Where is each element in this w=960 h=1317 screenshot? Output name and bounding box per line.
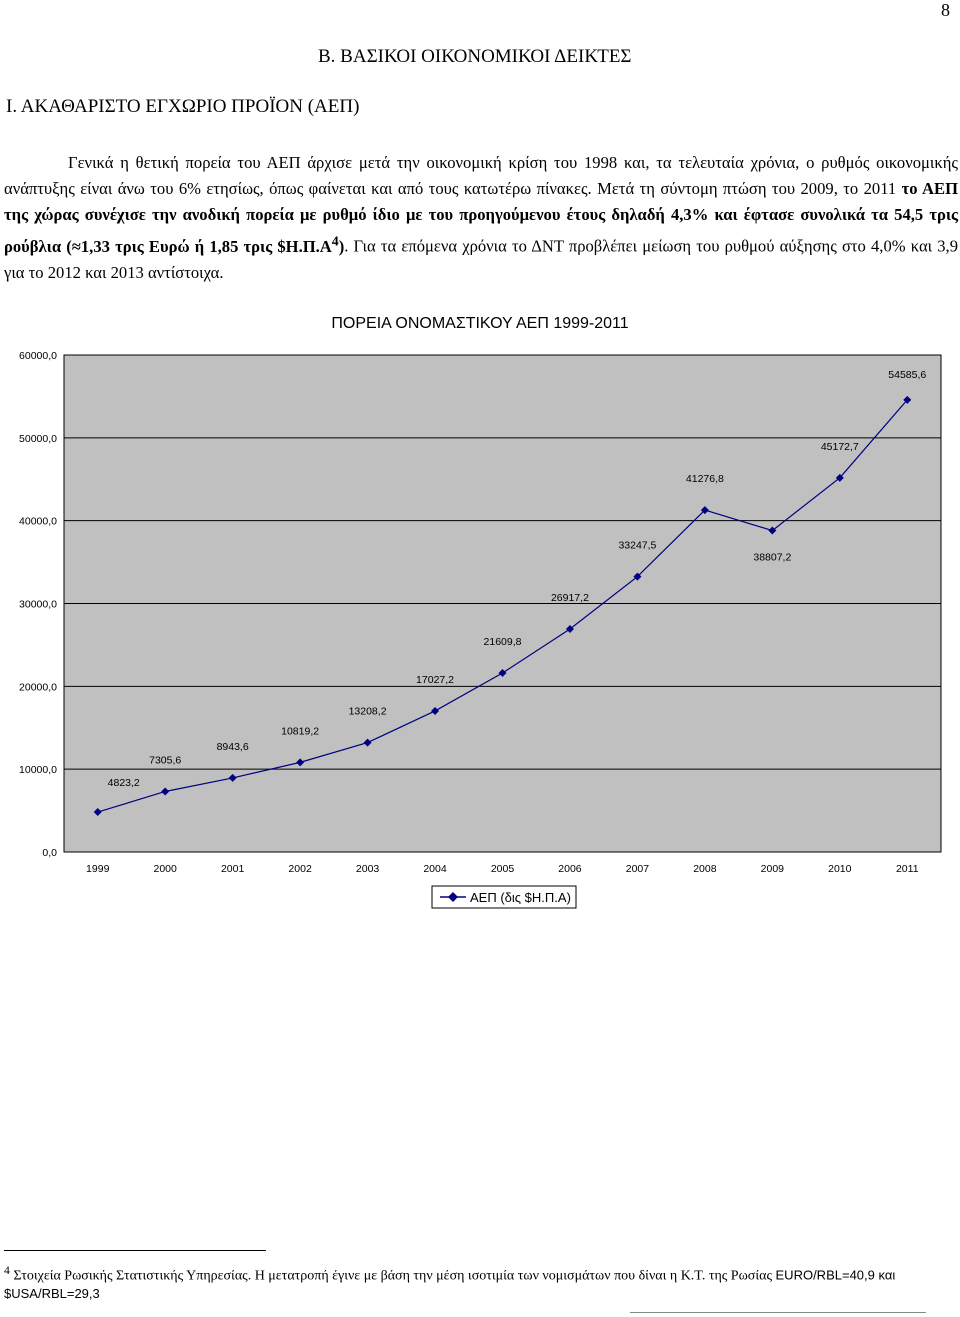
x-tick-label: 2003	[356, 863, 380, 875]
x-tick-label: 2011	[896, 863, 919, 875]
data-point	[565, 625, 574, 634]
paragraph-bold-text: το ΑΕΠ της χώρας συνέχισε την ανοδική πο…	[4, 179, 958, 256]
page-number: 8	[941, 0, 950, 20]
data-point	[296, 758, 305, 767]
legend-box	[431, 885, 577, 909]
data-label: 17027,2	[416, 674, 454, 686]
x-tick-label: 2005	[491, 863, 515, 875]
data-point	[363, 738, 372, 747]
legend-marker-swatch	[448, 892, 458, 902]
data-point	[633, 572, 642, 581]
y-tick-label: 50000,0	[19, 433, 57, 445]
y-tick-label: 0,0	[42, 847, 57, 859]
x-tick-label: 2001	[221, 863, 245, 875]
data-label: 13208,2	[349, 706, 387, 718]
data-point	[93, 808, 102, 817]
paragraph-bold-main: το ΑΕΠ της χώρας συνέχισε την ανοδική πο…	[4, 179, 959, 256]
data-label: 45172,7	[821, 441, 859, 453]
x-tick-label: 2008	[693, 863, 717, 875]
y-tick-label: 40000,0	[19, 516, 57, 528]
footnote-rates-2: $USA/RBL=29,3	[4, 1285, 100, 1301]
section-title: Β. ΒΑΣΙΚΟΙ ΟΙΚΟΝΟΜΙΚΟΙ ΔΕΙΚΤΕΣ	[318, 46, 632, 67]
legend-label: ΑΕΠ (δις $Η.Π.Α)	[470, 890, 571, 905]
data-label: 8943,6	[217, 741, 249, 753]
body-paragraph: Γενικά η θετική πορεία του ΑΕΠ άρχισε με…	[4, 150, 958, 286]
y-tick-label: 60000,0	[19, 350, 57, 362]
x-tick-label: 2007	[626, 863, 650, 875]
x-tick-label: 2002	[288, 863, 312, 875]
x-tick-label: 2000	[154, 863, 178, 875]
footnote-divider	[4, 1250, 266, 1251]
x-tick-label: 2006	[558, 863, 582, 875]
data-point	[903, 395, 912, 404]
footnote-number: 4	[4, 1264, 10, 1277]
subsection-title: Ι. ΑΚΑΘΑΡΙΣΤΟ ΕΓΧΩΡΙΟ ΠΡΟΪΟΝ (ΑΕΠ)	[6, 96, 360, 117]
footnote-rates-1: EURO/RBL=40,9 και	[775, 1267, 896, 1283]
footnote-ref[interactable]: 4	[331, 233, 339, 248]
bottom-divider	[630, 1312, 926, 1313]
paragraph-text-1: Γενικά η θετική πορεία του ΑΕΠ άρχισε με…	[4, 153, 958, 198]
data-point	[228, 773, 237, 782]
paragraph-text-2: . Για τα επόμενα χρόνια το ΔΝΤ προβλέπει…	[4, 236, 959, 282]
paragraph-bold-close: )	[338, 236, 345, 256]
data-label: 33247,5	[618, 540, 656, 552]
data-label: 41276,8	[686, 473, 724, 485]
footnote: 4 Στοιχεία Ρωσικής Στατιστικής Υπηρεσίας…	[4, 1262, 954, 1303]
data-point	[431, 706, 440, 715]
y-tick-label: 10000,0	[19, 764, 57, 776]
data-label: 54585,6	[888, 369, 926, 381]
footnote-text: Στοιχεία Ρωσικής Στατιστικής Υπηρεσίας. …	[13, 1268, 776, 1284]
data-point	[768, 526, 777, 535]
y-tick-label: 30000,0	[19, 599, 57, 611]
chart-legend: ΑΕΠ (δις $Η.Π.Α)	[431, 885, 577, 909]
x-tick-label: 1999	[86, 863, 110, 875]
data-label: 7305,6	[149, 754, 181, 766]
x-tick-label: 2004	[423, 863, 447, 875]
data-point	[161, 787, 170, 796]
data-label: 38807,2	[753, 552, 791, 564]
data-point	[498, 668, 507, 677]
y-tick-label: 20000,0	[19, 681, 57, 693]
data-label: 26917,2	[551, 592, 589, 604]
data-label: 4823,2	[108, 777, 140, 789]
data-label: 10819,2	[281, 725, 319, 737]
data-point	[700, 506, 709, 515]
x-tick-label: 2010	[828, 863, 852, 875]
x-tick-label: 2009	[761, 863, 785, 875]
gdp-line-chart: ΠΟΡΕΙΑ ΟΝΟΜΑΣΤΙΚΟΥ ΑΕΠ 1999-2011 0,0 1000…	[19, 315, 942, 909]
data-point	[835, 473, 844, 482]
chart-title: ΠΟΡΕΙΑ ΟΝΟΜΑΣΤΙΚΟΥ ΑΕΠ 1999-2011	[331, 315, 628, 332]
data-label: 21609,8	[484, 636, 522, 648]
